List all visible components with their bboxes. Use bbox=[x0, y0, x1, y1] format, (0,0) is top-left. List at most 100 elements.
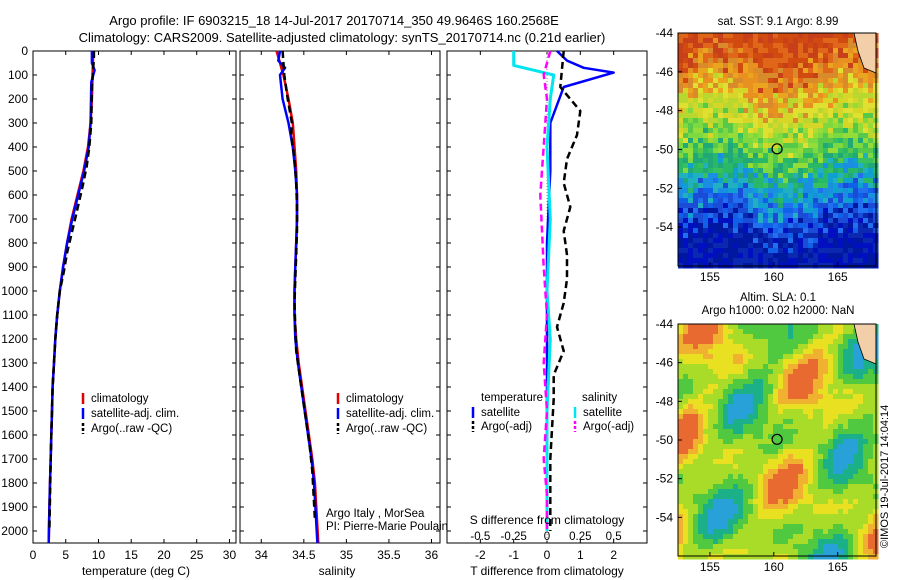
heatmap-cell bbox=[758, 534, 764, 540]
heatmap-cell bbox=[703, 524, 709, 530]
heatmap-cell bbox=[723, 123, 729, 129]
y-tick-label: 500 bbox=[8, 164, 28, 178]
heatmap-cell bbox=[783, 364, 789, 370]
heatmap-cell bbox=[703, 183, 709, 189]
heatmap-cell bbox=[853, 113, 859, 119]
heatmap-cell bbox=[848, 38, 854, 44]
heatmap-cell bbox=[698, 344, 704, 350]
heatmap-cell bbox=[818, 384, 824, 390]
heatmap-cell bbox=[733, 68, 739, 74]
heatmap-cell bbox=[698, 554, 704, 560]
heatmap-cell bbox=[818, 258, 824, 264]
heatmap-cell bbox=[833, 334, 839, 340]
heatmap-cell bbox=[688, 504, 694, 510]
heatmap-cell bbox=[838, 158, 844, 164]
heatmap-cell bbox=[823, 554, 829, 560]
heatmap-cell bbox=[848, 479, 854, 485]
heatmap-cell bbox=[703, 103, 709, 109]
heatmap-cell bbox=[793, 484, 799, 490]
heatmap-cell bbox=[688, 218, 694, 224]
heatmap-cell bbox=[863, 73, 869, 79]
heatmap-cell bbox=[778, 524, 784, 530]
heatmap-cell bbox=[868, 83, 874, 89]
heatmap-cell bbox=[803, 48, 809, 54]
heatmap-cell bbox=[723, 68, 729, 74]
heatmap-cell bbox=[708, 374, 714, 380]
heatmap-cell bbox=[793, 354, 799, 360]
heatmap-cell bbox=[823, 484, 829, 490]
heatmap-cell bbox=[868, 394, 874, 400]
heatmap-cell bbox=[693, 339, 699, 345]
heatmap-cell bbox=[783, 399, 789, 405]
heatmap-cell bbox=[678, 334, 684, 340]
y-tick-label: 800 bbox=[8, 236, 28, 250]
heatmap-cell bbox=[778, 509, 784, 515]
x-tick-label: 2 bbox=[610, 548, 617, 562]
heatmap-cell bbox=[823, 539, 829, 545]
heatmap-cell bbox=[728, 434, 734, 440]
heatmap-cell bbox=[808, 399, 814, 405]
heatmap-cell bbox=[783, 324, 789, 330]
heatmap-cell bbox=[768, 374, 774, 380]
heatmap-cell bbox=[678, 454, 684, 460]
heatmap-cell bbox=[813, 88, 819, 94]
heatmap-cell bbox=[738, 369, 744, 375]
heatmap-cell bbox=[833, 193, 839, 199]
heatmap-cell bbox=[778, 409, 784, 415]
heatmap-cell bbox=[813, 344, 819, 350]
heatmap-cell bbox=[853, 409, 859, 415]
heatmap-cell bbox=[863, 108, 869, 114]
heatmap-cell bbox=[823, 83, 829, 89]
heatmap-cell bbox=[778, 58, 784, 64]
heatmap-cell bbox=[678, 138, 684, 144]
heatmap-cell bbox=[808, 258, 814, 264]
heatmap-cell bbox=[708, 474, 714, 480]
heatmap-cell bbox=[678, 243, 684, 249]
heatmap-cell bbox=[843, 524, 849, 530]
heatmap-cell bbox=[833, 554, 839, 560]
heatmap-cell bbox=[823, 188, 829, 194]
heatmap-cell bbox=[783, 83, 789, 89]
heatmap-cell bbox=[853, 404, 859, 410]
heatmap-cell bbox=[833, 163, 839, 169]
heatmap-cell bbox=[748, 178, 754, 184]
heatmap-cell bbox=[783, 524, 789, 530]
heatmap-cell bbox=[828, 118, 834, 124]
heatmap-cell bbox=[693, 439, 699, 445]
heatmap-cell bbox=[678, 489, 684, 495]
heatmap-cell bbox=[853, 223, 859, 229]
heatmap-cell bbox=[828, 414, 834, 420]
heatmap-cell bbox=[838, 58, 844, 64]
heatmap-cell bbox=[813, 218, 819, 224]
heatmap-cell bbox=[703, 344, 709, 350]
heatmap-cell bbox=[823, 399, 829, 405]
heatmap-cell bbox=[823, 133, 829, 139]
plot-frame bbox=[32, 50, 237, 544]
heatmap-cell bbox=[843, 143, 849, 149]
heatmap-cell bbox=[738, 489, 744, 495]
heatmap-cell bbox=[788, 404, 794, 410]
heatmap-cell bbox=[838, 38, 844, 44]
heatmap-cell bbox=[828, 248, 834, 254]
heatmap-cell bbox=[818, 138, 824, 144]
heatmap-cell bbox=[828, 253, 834, 259]
heatmap-cell bbox=[778, 399, 784, 405]
heatmap-cell bbox=[858, 173, 864, 179]
heatmap-cell bbox=[748, 344, 754, 350]
heatmap-cell bbox=[828, 394, 834, 400]
heatmap-cell bbox=[853, 549, 859, 555]
heatmap-cell bbox=[778, 439, 784, 445]
heatmap-cell bbox=[763, 123, 769, 129]
heatmap-cell bbox=[778, 88, 784, 94]
heatmap-cell bbox=[773, 43, 779, 49]
heatmap-cell bbox=[843, 93, 849, 99]
heatmap-cell bbox=[753, 509, 759, 515]
heatmap-cell bbox=[723, 364, 729, 370]
heatmap-cell bbox=[798, 509, 804, 515]
heatmap-cell bbox=[803, 208, 809, 214]
heatmap-cell bbox=[813, 429, 819, 435]
heatmap-cell bbox=[733, 198, 739, 204]
heatmap-cell bbox=[848, 233, 854, 239]
heatmap-cell bbox=[813, 153, 819, 159]
heatmap-cell bbox=[798, 444, 804, 450]
